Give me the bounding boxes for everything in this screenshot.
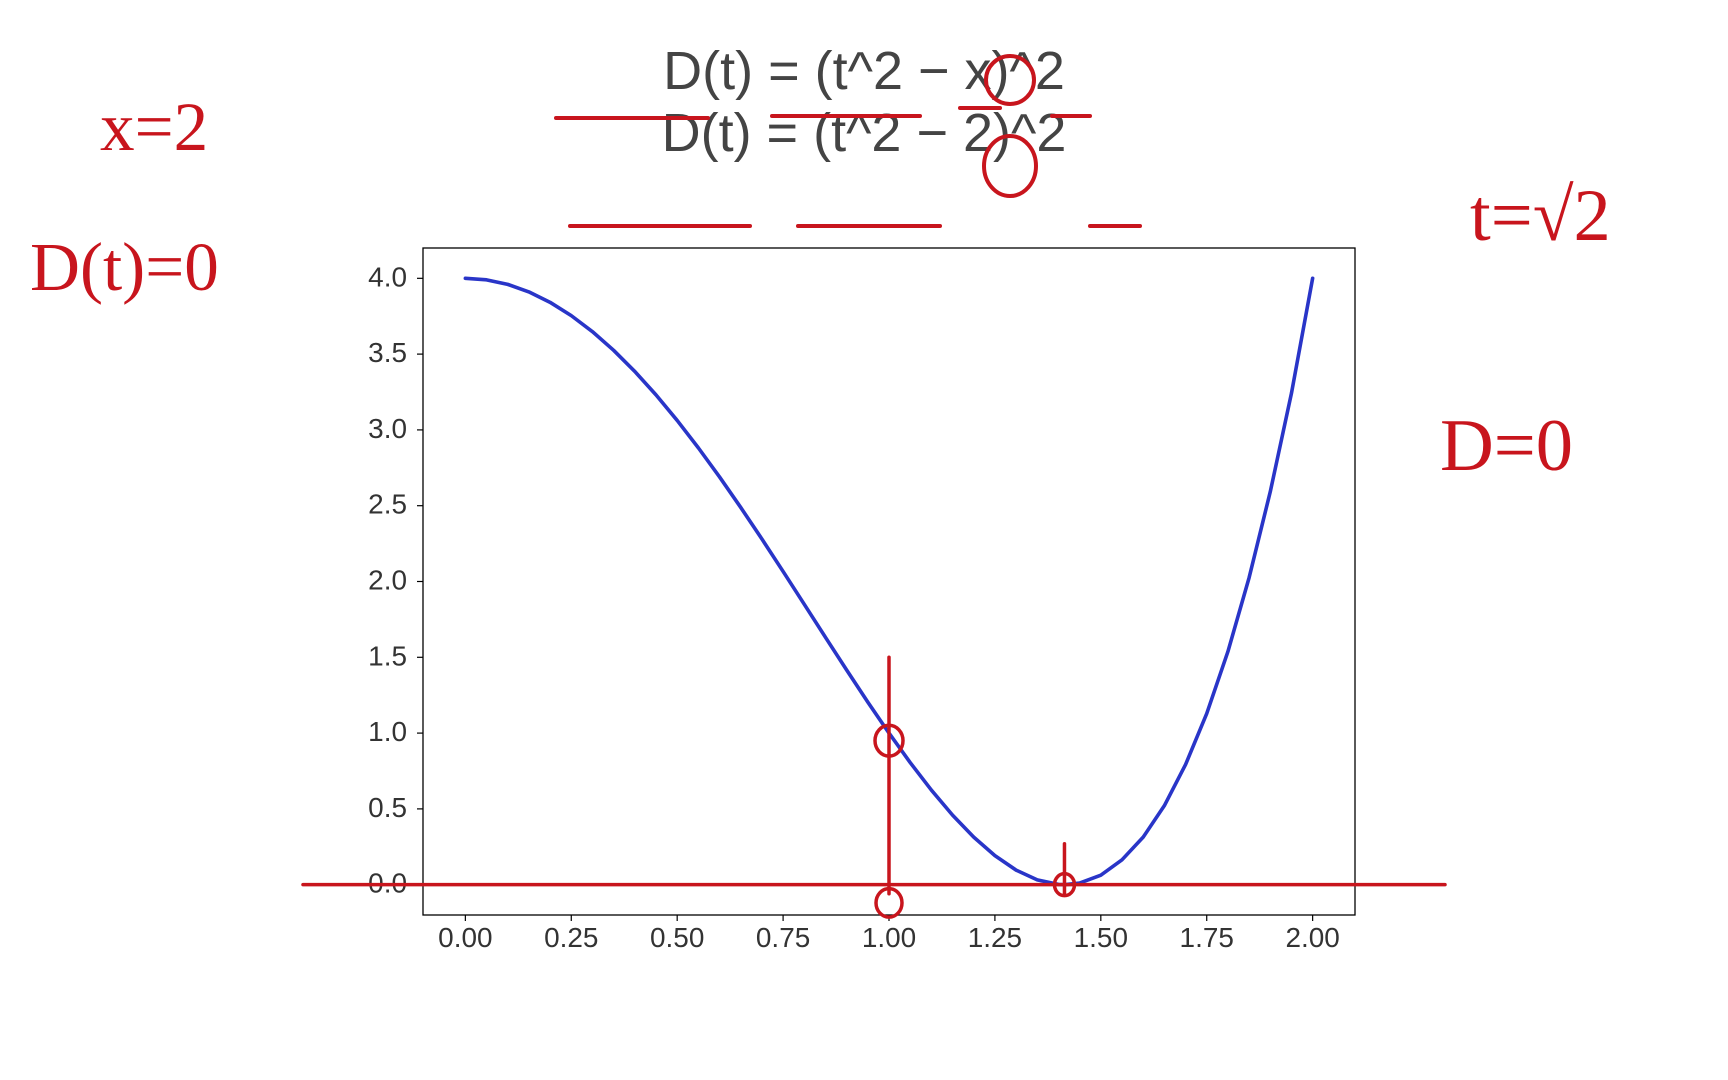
y-tick-label: 1.5	[368, 640, 407, 671]
x-tick-label: 0.00	[438, 922, 492, 953]
x-tick-label: 1.00	[862, 922, 916, 953]
function-chart: 0.00 0.25 0.50 0.75 1.00 1.25 1.50 1.75 2.00 0.0 0…	[0, 0, 1728, 1080]
x-tick-label: 0.50	[650, 922, 704, 953]
y-tick-label: 1.0	[368, 716, 407, 747]
y-tick-label: 0.5	[368, 792, 407, 823]
y-tick-label: 4.0	[368, 261, 407, 292]
x-tick-label: 1.75	[1180, 922, 1234, 953]
y-tick-label: 3.0	[368, 413, 407, 444]
y-tick-label: 3.5	[368, 337, 407, 368]
y-tick-label: 2.5	[368, 489, 407, 520]
plot-frame	[423, 248, 1355, 915]
y-tick-label: 2.0	[368, 565, 407, 596]
x-tick-label: 2.00	[1285, 922, 1339, 953]
y-tick-label: 0.0	[368, 868, 407, 899]
x-tick-label: 1.25	[968, 922, 1022, 953]
x-tick-label: 0.25	[544, 922, 598, 953]
x-tick-label: 1.50	[1074, 922, 1128, 953]
x-tick-label: 0.75	[756, 922, 810, 953]
